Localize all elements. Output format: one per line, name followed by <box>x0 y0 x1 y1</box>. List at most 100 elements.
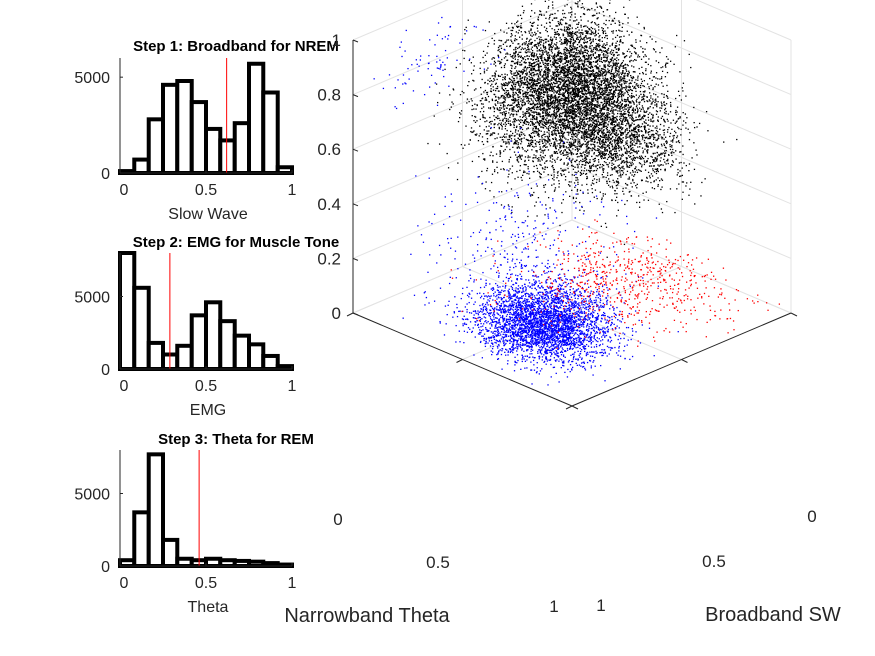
data-point <box>570 95 572 97</box>
data-point <box>547 5 550 8</box>
data-point <box>505 120 508 122</box>
data-point <box>482 103 484 105</box>
data-point <box>536 157 539 160</box>
data-point <box>492 106 495 108</box>
data-point <box>502 43 505 45</box>
data-point <box>581 154 583 157</box>
data-point <box>519 135 521 137</box>
data-point <box>574 46 576 48</box>
data-point <box>555 132 557 135</box>
data-point <box>636 107 638 109</box>
data-point <box>570 96 572 99</box>
data-point <box>468 81 470 83</box>
data-point <box>614 128 616 131</box>
data-point <box>533 95 535 97</box>
data-point <box>553 108 556 110</box>
data-point <box>567 131 569 133</box>
data-point <box>557 107 559 109</box>
data-point <box>545 86 547 88</box>
data-point <box>570 127 572 129</box>
data-point <box>475 108 477 110</box>
data-point <box>618 67 621 70</box>
data-point <box>618 127 620 130</box>
data-point <box>607 49 609 51</box>
data-point <box>533 21 535 24</box>
data-point <box>632 163 634 165</box>
histogram-bar <box>232 558 251 568</box>
data-point <box>594 57 597 60</box>
data-point <box>473 108 475 110</box>
data-point <box>547 139 549 141</box>
data-point <box>580 121 582 123</box>
data-point <box>490 127 492 130</box>
data-point <box>601 108 603 111</box>
data-point <box>672 135 674 137</box>
data-point <box>535 64 537 66</box>
data-point <box>537 64 540 66</box>
data-point <box>599 107 601 109</box>
data-point <box>514 58 517 60</box>
data-point <box>545 38 547 41</box>
data-point <box>546 103 549 105</box>
data-point <box>562 95 564 98</box>
data-point <box>561 43 563 45</box>
data-point <box>581 3 584 5</box>
data-point <box>643 99 645 101</box>
histogram-bar <box>275 165 294 175</box>
data-point <box>506 133 508 135</box>
data-point <box>599 84 602 86</box>
data-point <box>518 46 520 49</box>
data-point <box>544 71 547 73</box>
data-point <box>562 83 565 85</box>
data-point <box>586 9 589 11</box>
data-point <box>503 90 506 92</box>
data-point <box>575 125 577 128</box>
data-point <box>579 112 581 114</box>
data-point <box>482 50 485 53</box>
data-point <box>610 90 612 92</box>
data-point <box>595 181 598 184</box>
data-point <box>606 89 608 92</box>
data-point <box>637 77 639 79</box>
data-point <box>548 134 550 136</box>
data-point <box>607 70 610 72</box>
data-point <box>574 16 576 18</box>
data-point <box>540 47 542 49</box>
data-point <box>551 19 554 21</box>
data-point <box>495 89 497 92</box>
data-point <box>518 147 521 149</box>
data-point <box>623 161 626 163</box>
data-point <box>551 114 553 116</box>
data-point <box>511 34 513 36</box>
data-point <box>532 65 534 68</box>
data-point <box>559 151 561 153</box>
data-point <box>550 50 553 52</box>
data-point <box>604 82 606 84</box>
data-point <box>514 98 517 100</box>
data-point <box>539 146 541 148</box>
data-point <box>537 30 539 32</box>
data-point <box>506 142 508 144</box>
data-point <box>595 65 597 67</box>
data-point <box>605 94 607 96</box>
data-point <box>613 148 615 150</box>
data-point <box>508 161 510 163</box>
data-point <box>544 141 546 143</box>
data-point <box>545 160 547 163</box>
data-point <box>619 76 622 78</box>
data-point <box>521 103 523 106</box>
data-point <box>639 110 642 112</box>
data-point <box>559 37 561 39</box>
data-point <box>553 104 555 106</box>
data-point <box>675 109 677 112</box>
data-point <box>539 99 542 102</box>
data-point <box>552 45 554 47</box>
data-point <box>538 122 541 125</box>
data-point <box>505 123 507 126</box>
data-point <box>618 145 620 148</box>
data-point <box>578 45 581 48</box>
data-point <box>516 106 519 108</box>
data-point <box>547 136 549 138</box>
data-point <box>620 112 622 115</box>
data-point <box>625 85 627 87</box>
